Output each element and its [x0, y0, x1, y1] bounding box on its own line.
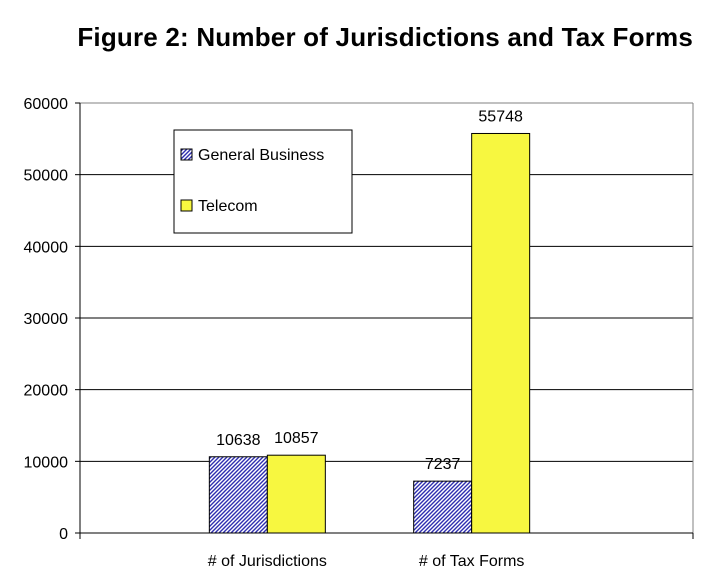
y-tick-label: 20000 — [24, 383, 69, 400]
legend-label: Telecom — [198, 198, 258, 215]
bar-general-business — [413, 480, 473, 534]
data-label: 10857 — [274, 430, 319, 447]
legend-box — [173, 129, 353, 234]
axes: 0 10000 20000 30000 40000 50000 60000 # of Juri… — [24, 96, 694, 570]
y-tick-label: 50000 — [24, 168, 69, 185]
y-tick-label: 30000 — [24, 311, 69, 328]
data-label: 10638 — [216, 432, 261, 449]
data-labels: 10638 10857 7237 55748 — [216, 108, 523, 473]
bar-telecom — [266, 454, 326, 534]
y-tick-label: 60000 — [24, 96, 69, 113]
chart-title: Figure 2: Number of Jurisdictions and Ta… — [77, 22, 693, 52]
legend-swatch — [180, 148, 193, 161]
bars — [208, 132, 531, 534]
legend: General Business Telecom — [173, 129, 353, 234]
x-tick-label: # of Jurisdictions — [208, 553, 327, 570]
data-label: 7237 — [425, 456, 461, 473]
bar-telecom — [471, 132, 531, 534]
y-tick-label: 10000 — [24, 454, 69, 471]
data-label: 55748 — [478, 108, 523, 125]
bar-general-business — [208, 456, 268, 534]
legend-swatch — [180, 199, 193, 212]
legend-label: General Business — [198, 147, 324, 164]
y-tick-label: 0 — [59, 526, 68, 543]
gridlines — [80, 102, 693, 462]
y-tick-label: 40000 — [24, 239, 69, 256]
x-tick-label: # of Tax Forms — [419, 553, 525, 570]
